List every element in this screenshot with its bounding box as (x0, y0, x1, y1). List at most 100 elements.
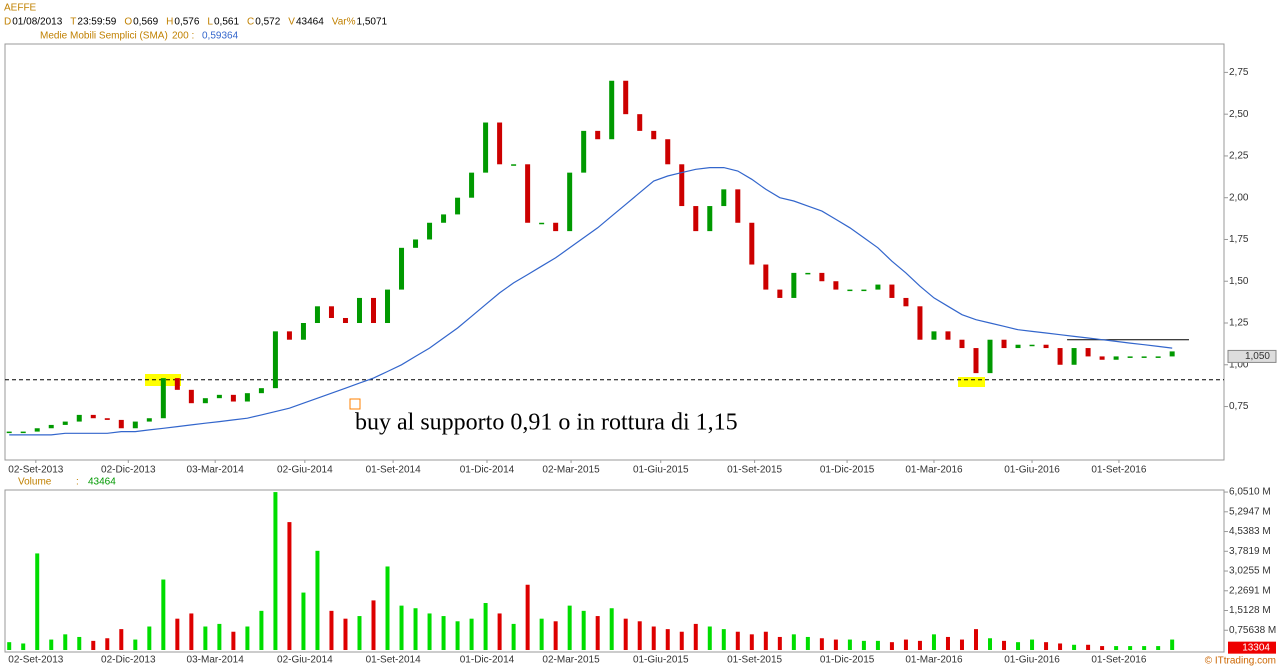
y-tick-label: 1,5128 M (1229, 605, 1271, 616)
volume-bar (819, 638, 824, 650)
volume-bar (427, 613, 432, 650)
y-tick-label: 3,7819 M (1229, 546, 1271, 557)
x-tick-label: 02-Dic-2013 (101, 465, 156, 476)
last-price-box (1227, 349, 1277, 363)
volume-bar (161, 579, 166, 650)
volume-bar (749, 634, 754, 650)
candle (174, 378, 180, 390)
x-tick-label: 02-Giu-2014 (277, 465, 333, 476)
x-tick-label: 01-Set-2014 (366, 655, 421, 666)
candle (1071, 348, 1077, 365)
y-tick-label: 1,25 (1229, 318, 1249, 329)
candle (707, 206, 713, 232)
candle (651, 130, 657, 140)
x-tick-label: 01-Giu-2015 (633, 465, 689, 476)
candle (805, 272, 811, 275)
candle (469, 172, 475, 198)
candle (875, 284, 881, 290)
volume-bar (988, 638, 993, 650)
candle (441, 214, 447, 223)
info-value: 43464 (296, 17, 324, 28)
candle (314, 306, 320, 324)
info-key: Var% (332, 17, 356, 28)
candle (581, 130, 587, 173)
candle (693, 206, 699, 232)
volume-bar (91, 640, 96, 650)
volume-bar (917, 640, 922, 650)
sma-value: 0,59364 (202, 31, 239, 42)
volume-bar (343, 618, 348, 650)
candle (1169, 351, 1175, 357)
x-tick-label: 01-Set-2016 (1091, 655, 1146, 666)
volume-bar (833, 639, 838, 650)
candle (371, 297, 377, 324)
volume-bar (189, 613, 194, 650)
candle (356, 297, 362, 324)
candle (791, 272, 797, 298)
info-key: T (70, 17, 76, 28)
candle (721, 189, 727, 207)
candle (202, 398, 208, 404)
candle (258, 388, 264, 394)
candle (62, 421, 68, 425)
volume-bar (469, 618, 474, 650)
volume-bar (623, 618, 628, 650)
info-value: 0,576 (174, 17, 199, 28)
info-key: H (166, 17, 173, 28)
info-value: 0,561 (214, 17, 239, 28)
sma-line (9, 167, 1173, 436)
candle (1155, 356, 1161, 358)
volume-bar (203, 626, 208, 650)
volume-bar (7, 642, 12, 650)
sma-legend: Medie Mobili Semplici (SMA) (40, 31, 168, 42)
price-panel (4, 43, 1225, 461)
candle (300, 323, 306, 340)
info-key: V (288, 17, 295, 28)
x-tick-label: 01-Mar-2016 (905, 465, 963, 476)
volume-bar (455, 621, 460, 650)
volume-bar (1030, 639, 1035, 650)
marker (349, 398, 361, 410)
info-value: 0,569 (133, 17, 158, 28)
x-tick-label: 02-Giu-2014 (277, 655, 333, 666)
x-tick-label: 03-Mar-2014 (187, 465, 245, 476)
candle (76, 414, 82, 422)
y-tick-label: 4,5383 M (1229, 526, 1271, 537)
candle (385, 289, 391, 324)
y-tick-label: 3,0255 M (1229, 566, 1271, 577)
last-volume-box (1228, 641, 1276, 654)
volume-bar (413, 608, 418, 650)
volume-bar (217, 623, 222, 650)
candle (286, 331, 292, 340)
volume-bar (973, 629, 978, 650)
x-tick-label: 02-Mar-2015 (542, 655, 600, 666)
info-key: L (207, 17, 213, 28)
candle (272, 331, 278, 389)
candle (1015, 344, 1021, 349)
volume-bar (133, 639, 138, 650)
candle (497, 122, 503, 165)
volume-bar (315, 550, 320, 650)
y-tick-label: 2,50 (1229, 109, 1249, 120)
volume-bar (931, 634, 936, 650)
symbol: AEFFE (4, 3, 37, 14)
volume-bar (1058, 643, 1063, 650)
candle (427, 222, 433, 240)
candle (777, 289, 783, 298)
volume-bar (595, 616, 600, 650)
candle (987, 339, 993, 374)
volume-bar (903, 639, 908, 650)
candle (595, 130, 601, 140)
candle (959, 339, 965, 349)
x-tick-label: 02-Set-2013 (8, 465, 63, 476)
x-tick-label: 03-Mar-2014 (187, 655, 245, 666)
candle (1085, 348, 1091, 357)
candle (118, 419, 124, 429)
y-tick-label: 1,00 (1229, 359, 1249, 370)
candle (623, 80, 629, 115)
candle (1127, 356, 1133, 358)
candle (20, 431, 26, 434)
highlight (958, 377, 985, 387)
volume-bar (119, 629, 124, 650)
candle (819, 272, 825, 282)
